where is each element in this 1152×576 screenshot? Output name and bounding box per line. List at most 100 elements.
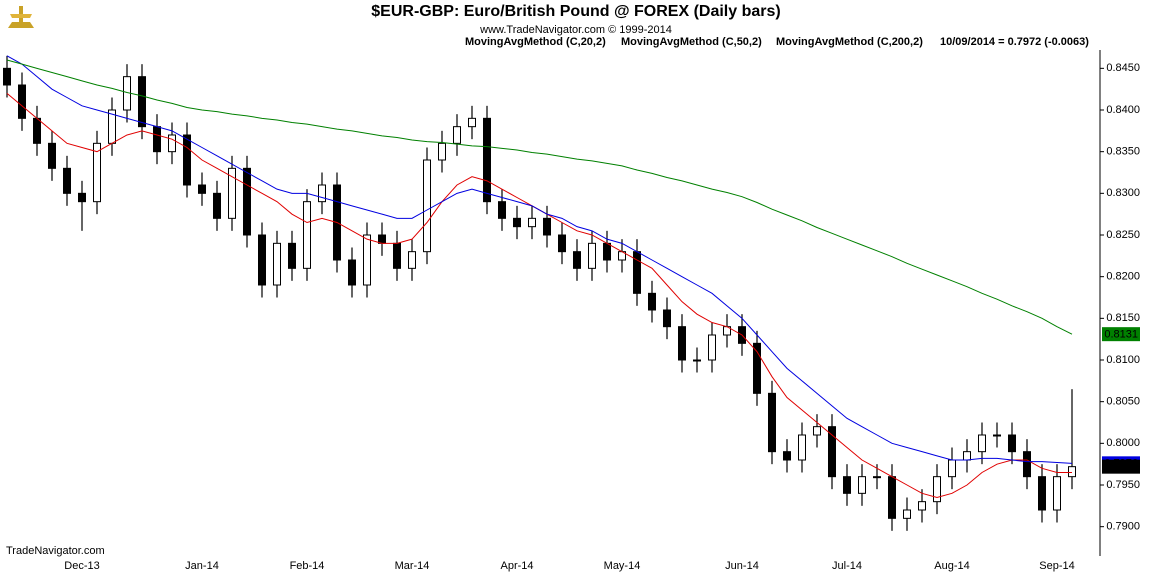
legend-entry: MovingAvgMethod (C,200,2) [776,36,923,48]
candle-body [648,292,656,311]
candle-body [48,142,56,169]
x-tick-label: Sep-14 [1039,560,1074,572]
y-tick-label: 0.8300 [1106,187,1140,199]
candle-body [33,117,41,144]
candle-body [918,501,926,511]
candle-body [933,476,941,503]
candle-body [1008,434,1016,453]
candle-body [813,426,821,436]
y-tick-label: 0.8450 [1106,62,1140,74]
candle-body [993,434,1001,437]
value-badge [1102,327,1140,342]
x-tick-label: Dec-13 [64,560,99,572]
moving-average-line [6,59,1073,335]
candle-body [18,84,26,119]
candle-body [258,234,266,286]
candle-body [1023,451,1031,478]
candle-body [963,451,971,461]
x-tick-label: Jan-14 [185,560,219,572]
candle-body [348,259,356,286]
candle-body [198,184,206,194]
chart-title: $EUR-GBP: Euro/British Pound @ FOREX (Da… [371,3,780,20]
candle-body [318,184,326,203]
candle-body [588,242,596,269]
candle-body [393,242,401,269]
x-tick-label: Apr-14 [500,560,533,572]
y-tick-label: 0.8400 [1106,104,1140,116]
candle-body [243,167,251,236]
x-tick-label: Jul-14 [832,560,862,572]
candle-body [63,167,71,194]
value-badge-label: 0.7972 [1104,461,1138,473]
candle-body [423,159,431,253]
candle-body [453,126,461,144]
candle-body [213,192,221,219]
candle-body [288,242,296,269]
candle-body [948,459,956,478]
candle-body [663,309,671,328]
candle-body [183,134,191,186]
candle-body [798,434,806,461]
candle-body [513,217,521,228]
candle-body [783,451,791,461]
legend-entry: MovingAvgMethod (C,20,2) [465,36,606,48]
candle-body [1068,466,1076,478]
candle-body [1038,476,1046,511]
y-tick-label: 0.8100 [1106,354,1140,366]
candle-body [768,392,776,453]
candle-body [438,142,446,161]
candle-body [828,426,836,478]
candle-body [888,476,896,519]
candle-body [573,251,581,269]
candle-body [303,201,311,269]
y-tick-label: 0.8050 [1106,396,1140,408]
y-tick-label: 0.8150 [1106,312,1140,324]
candle-body [78,192,86,203]
x-tick-label: Aug-14 [934,560,969,572]
candle-body [528,217,536,228]
legend-entry: MovingAvgMethod (C,50,2) [621,36,762,48]
info-text: 10/09/2014 = 0.7972 (-0.0063) [940,36,1089,48]
y-tick-label: 0.8350 [1106,146,1140,158]
y-tick-label: 0.8250 [1106,229,1140,241]
y-tick-label: 0.8000 [1106,437,1140,449]
candle-body [228,167,236,219]
candle-body [138,76,146,128]
candle-body [843,476,851,494]
candle-body [873,476,881,479]
x-tick-label: Jun-14 [725,560,759,572]
candle-body [378,234,386,244]
candle-body [753,342,761,394]
candle-body [708,334,716,361]
subtitle: www.TradeNavigator.com © 1999-2014 [479,24,672,36]
logo [8,6,34,28]
x-tick-label: Feb-14 [290,560,325,572]
candle-body [603,242,611,261]
candle-body [858,476,866,494]
value-badge [1102,459,1140,474]
candle-body [363,234,371,286]
candle-body [168,134,176,153]
candle-body [978,434,986,453]
candle-body [1053,476,1061,511]
candle-body [93,142,101,203]
candle-body [678,326,686,361]
candle-body [498,201,506,219]
x-tick-label: May-14 [604,560,641,572]
candle-body [408,251,416,269]
moving-average-line [6,92,1072,499]
watermark: TradeNavigator.com [6,545,105,557]
y-tick-label: 0.8200 [1106,271,1140,283]
candle-body [153,126,161,153]
candle-body [3,67,11,86]
candle-body [273,242,281,286]
candle-body [693,359,701,362]
candle-body [543,217,551,236]
candle-body [633,251,641,294]
value-badge-label: 0.8131 [1104,329,1138,341]
candle-body [558,234,566,253]
candle-body [903,509,911,519]
moving-average-line [6,55,1073,464]
